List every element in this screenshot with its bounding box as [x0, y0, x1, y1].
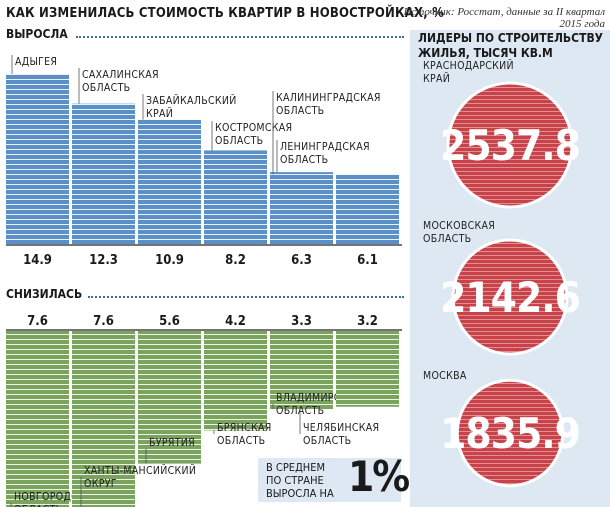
bar-increase-0: [6, 74, 69, 244]
average-box: [258, 458, 401, 502]
value-label-increase-5: 6.1: [357, 253, 378, 268]
value-label-decrease-3: 4.2: [225, 314, 246, 329]
value-label-decrease-4: 3.3: [291, 314, 312, 329]
bar-increase-2: [138, 119, 201, 244]
bar-decrease-5: [336, 331, 399, 407]
category-label-decrease-5: ЧЕЛЯБИНСКАЯ ОБЛАСТЬ: [303, 422, 379, 447]
bubble-1: [451, 238, 569, 356]
bubble-value-1: 2142.6: [440, 273, 580, 322]
chart-title: КАК ИЗМЕНИЛАСЬ СТОИМОСТЬ КВАРТИР В НОВОС…: [6, 6, 445, 21]
bar-decrease-2: [138, 331, 201, 464]
section-decrease-divider: [88, 296, 404, 298]
section-increase-divider: [76, 36, 404, 38]
bar-increase-5: [336, 174, 399, 244]
category-label-increase-0: АДЫГЕЯ: [15, 56, 57, 68]
bubble-label-1: МОСКОВСКАЯ ОБЛАСТЬ: [423, 220, 495, 245]
bubble-label-2: МОСКВА: [423, 370, 467, 382]
section-decrease-label: СНИЗИЛАСЬ: [6, 287, 83, 301]
bubble-2: [455, 378, 565, 488]
category-label-decrease-2: БУРЯТИЯ: [149, 437, 195, 449]
bar-increase-1: [72, 103, 135, 244]
category-label-increase-2: ЗАБАЙКАЛЬСКИЙ КРАЙ: [146, 94, 237, 120]
value-label-increase-1: 12.3: [89, 253, 118, 268]
bubble-value-0: 2537.8: [440, 121, 580, 170]
bubble-value-2: 1835.9: [440, 409, 580, 458]
bubble-0: [446, 81, 574, 209]
bar-decrease-1: [72, 331, 135, 507]
value-label-increase-0: 14.9: [23, 253, 52, 268]
average-line-3: ВЫРОСЛА НА: [266, 487, 334, 500]
value-label-decrease-2: 5.6: [159, 314, 180, 329]
bubble-label-0: КРАСНОДАРСКИЙ КРАЙ: [423, 59, 514, 85]
average-line-1: В СРЕДНЕМ: [266, 461, 326, 474]
category-label-decrease-1: ХАНТЫ-МАНСИЙСКИЙ ОКРУГ: [84, 464, 196, 490]
value-label-increase-3: 8.2: [225, 253, 246, 268]
bar-increase-4: [270, 172, 333, 244]
average-line-2: ПО СТРАНЕ: [266, 474, 324, 487]
category-label-decrease-3: БРЯНСКАЯ ОБЛАСТЬ: [217, 422, 272, 447]
bar-decrease-4: [270, 331, 333, 410]
source-note: Источник: Росстат, данные за II квартал …: [403, 6, 605, 30]
value-label-increase-4: 6.3: [291, 253, 312, 268]
value-label-decrease-0: 7.6: [27, 314, 48, 329]
category-label-increase-4: ЛЕНИНГРАДСКАЯ ОБЛАСТЬ: [280, 141, 370, 166]
value-label-decrease-1: 7.6: [93, 314, 114, 329]
value-label-decrease-5: 3.2: [357, 314, 378, 329]
bar-decrease-3: [204, 331, 267, 431]
leader-bubbles: 2537.8 КРАСНОДАРСКИЙ КРАЙ 2142.6 МОСКОВСКАЯ О…: [423, 59, 581, 488]
value-label-increase-2: 10.9: [155, 253, 184, 268]
average-value: 1%: [348, 452, 410, 501]
bar-increase-3: [204, 150, 267, 244]
category-label-increase-5: КАЛИНИНГРАДСКАЯ ОБЛАСТЬ: [276, 92, 381, 117]
leaders-title: ЛИДЕРЫ ПО СТРОИТЕЛЬСТВУ ЖИЛЬЯ, ТЫСЯЧ КВ.…: [418, 31, 603, 60]
section-increase-label: ВЫРОСЛА: [6, 27, 68, 41]
increase-bars: 14.9 АДЫГЕЯ 12.3 САХАЛИНСКАЯ ОБЛАСТЬ 10.9 ЗАБА…: [6, 55, 402, 268]
category-label-increase-1: САХАЛИНСКАЯ ОБЛАСТЬ: [82, 69, 159, 94]
average-text: В СРЕДНЕМ ПО СТРАНЕ ВЫРОСЛА НА: [266, 461, 334, 500]
decrease-bars: 7.6НОВГОРОДСКАЯОБЛАСТЬ7.6ХАНТЫ-МАНСИЙСКИ…: [6, 314, 402, 507]
bar-decrease-0: [6, 331, 69, 507]
